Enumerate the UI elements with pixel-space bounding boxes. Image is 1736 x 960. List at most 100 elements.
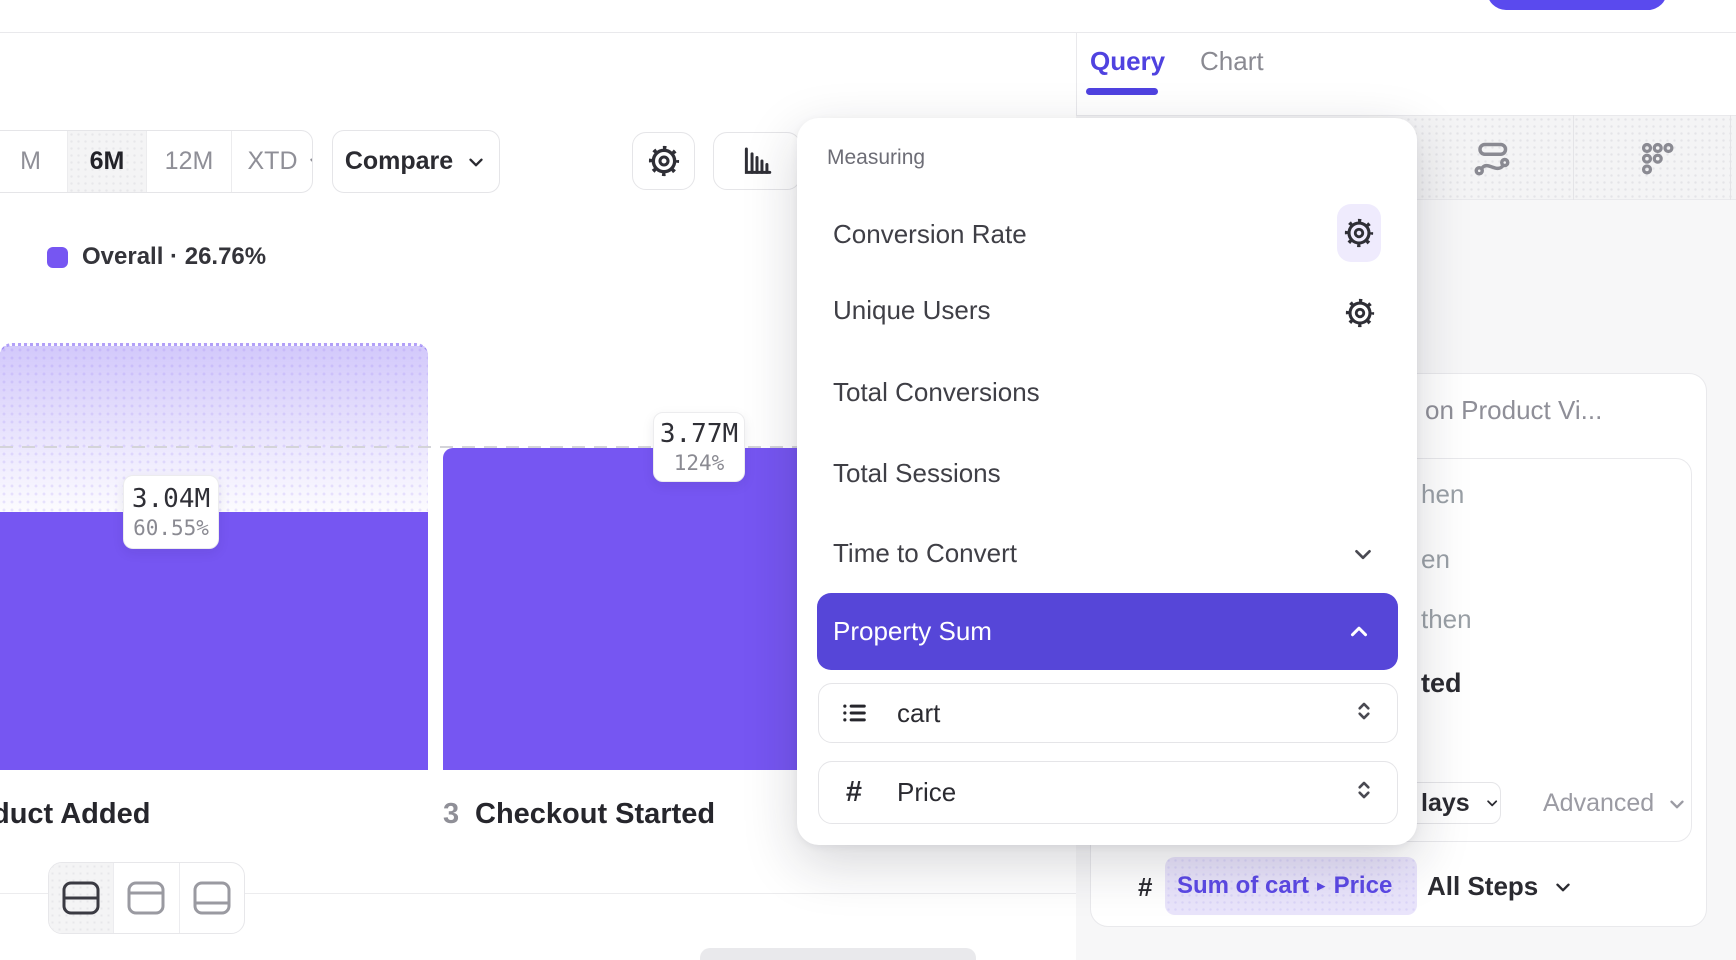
- menu-item-label: Total Sessions: [833, 457, 1001, 488]
- gear-icon: [1344, 218, 1374, 248]
- funnel-bar-step2[interactable]: [0, 512, 428, 770]
- breadcrumb-arrow-icon: ▸: [1317, 876, 1326, 895]
- property-select-cart[interactable]: cart: [818, 683, 1398, 743]
- list-icon: [837, 697, 871, 729]
- chevron-down-icon: [1670, 800, 1684, 808]
- menu-item-conversion-rate[interactable]: Conversion Rate: [797, 212, 1417, 256]
- range-6m-label: 6M: [89, 147, 125, 175]
- layout-split-top-icon: [127, 881, 165, 915]
- layout-header-button[interactable]: [113, 863, 178, 933]
- tooltip-percent: 124%: [673, 451, 725, 475]
- funnel-reference-line: [0, 446, 1076, 448]
- unique-users-settings-button[interactable]: [1345, 298, 1375, 328]
- menu-item-total-conversions[interactable]: Total Conversions: [797, 370, 1417, 414]
- step-fragment-2: en: [1421, 544, 1450, 574]
- menu-item-label: Time to Convert: [833, 537, 1017, 568]
- advanced-label: Advanced: [1543, 789, 1655, 817]
- legend-swatch: [47, 246, 68, 268]
- funnel-tooltip-step2: 3.04M 60.55%: [123, 475, 219, 549]
- menu-item-label: Unique Users: [833, 294, 991, 325]
- sidebar-divider: [1076, 32, 1077, 115]
- conversion-rate-settings-button[interactable]: [1337, 204, 1381, 262]
- chevron-down-icon: [469, 158, 483, 166]
- sum-of-cart-price-chip[interactable]: Sum of cart ▸ Price: [1165, 857, 1417, 915]
- legend: Overall · 26.76%: [47, 243, 266, 271]
- menu-item-unique-users[interactable]: Unique Users: [797, 288, 1417, 332]
- gear-icon: [1345, 298, 1375, 328]
- layout-split-horizontal-button[interactable]: [49, 863, 114, 933]
- sort-icon: [1351, 777, 1377, 808]
- sort-icon: [1351, 698, 1377, 729]
- chevron-down-icon: [1556, 883, 1570, 891]
- top-divider: [0, 32, 1736, 33]
- value-select-label: Price: [897, 777, 957, 807]
- compare-label: Compare: [344, 147, 454, 175]
- time-range-segmented-control: M 6M 12M XTD: [0, 130, 313, 193]
- all-steps-label: All Steps: [1427, 871, 1539, 901]
- chevron-down-icon: [1406, 885, 1407, 887]
- menu-item-label: Total Conversions: [833, 376, 1040, 407]
- chevron-down-icon: [309, 158, 312, 162]
- list-icon: [843, 704, 866, 722]
- layout-split-middle-icon: [62, 881, 100, 915]
- tooltip-percent: 60.55%: [133, 516, 209, 540]
- step-fragment-3: then: [1421, 604, 1472, 634]
- measuring-dropdown-panel: Measuring Conversion Rate Unique Users T…: [797, 118, 1417, 845]
- chevron-up-icon: [1350, 626, 1368, 637]
- chip-main-label: Sum of cart: [1177, 872, 1310, 899]
- chevron-down-icon: [1355, 549, 1371, 560]
- range-m-button[interactable]: M: [0, 131, 67, 192]
- menu-title: Measuring: [827, 146, 926, 169]
- tab-query[interactable]: Query: [1090, 46, 1166, 76]
- range-12m-button[interactable]: 12M: [146, 131, 231, 192]
- hash-icon: #: [845, 776, 863, 808]
- legend-label: Overall · 26.76%: [82, 243, 267, 270]
- range-xtd-button[interactable]: XTD: [231, 131, 312, 192]
- step3-number: 3: [443, 798, 460, 830]
- step2-label: duct Added: [0, 798, 151, 830]
- range-m-label: M: [20, 147, 41, 175]
- layout-footer-button[interactable]: [178, 863, 244, 933]
- holding-constant-text: on Product Vi...: [1425, 395, 1603, 425]
- step-fragment-dark: ted: [1421, 668, 1462, 698]
- days-fragment-label: lays: [1421, 788, 1470, 817]
- menu-item-property-sum-selected[interactable]: Property Sum: [817, 593, 1398, 670]
- menu-item-total-sessions[interactable]: Total Sessions: [797, 451, 1417, 495]
- chevron-down-icon: [1486, 800, 1497, 807]
- layout-split-bottom-icon: [193, 881, 231, 915]
- bottom-peek-element: [700, 948, 976, 960]
- property-select-label: cart: [897, 697, 941, 728]
- chart-bottom-divider: [0, 893, 1076, 894]
- layout-toggle-group: [48, 862, 245, 934]
- bar-chart-icon: [744, 147, 772, 174]
- funnel-tooltip-step3: 3.77M 124%: [653, 412, 745, 482]
- toolbar-cell-divider: [1573, 115, 1574, 200]
- step-fragment-1: hen: [1421, 479, 1465, 509]
- chart-type-button[interactable]: [713, 132, 801, 190]
- tooltip-value: 3.77M: [659, 419, 739, 449]
- tab-chart[interactable]: Chart: [1200, 46, 1264, 76]
- value-select-price[interactable]: # Price: [818, 761, 1398, 824]
- chip-sub-label: Price: [1333, 872, 1393, 899]
- step3-label: Checkout Started: [475, 798, 716, 830]
- primary-action-button[interactable]: [1487, 0, 1667, 10]
- range-6m-button[interactable]: 6M: [67, 131, 146, 192]
- menu-item-time-to-convert[interactable]: Time to Convert: [797, 531, 1417, 575]
- range-xtd-label: XTD: [247, 147, 298, 175]
- flows-button[interactable]: [1471, 137, 1513, 179]
- grid-dots-button[interactable]: [1636, 137, 1678, 179]
- menu-item-label: Conversion Rate: [833, 218, 1027, 249]
- all-steps-dropdown[interactable]: All Steps: [1427, 871, 1574, 902]
- active-tab-underline: [1086, 88, 1158, 95]
- flows-icon: [1474, 142, 1510, 176]
- tooltip-value: 3.04M: [131, 484, 211, 514]
- measure-hash-symbol: #: [1138, 872, 1153, 902]
- grid-dots-icon: [1641, 142, 1674, 175]
- range-12m-label: 12M: [164, 147, 214, 175]
- toolbar-cell-divider: [1730, 115, 1731, 200]
- chart-settings-button[interactable]: [632, 132, 695, 190]
- menu-item-label: Property Sum: [833, 616, 992, 646]
- compare-button[interactable]: Compare: [332, 130, 500, 193]
- advanced-dropdown[interactable]: Advanced: [1543, 789, 1688, 818]
